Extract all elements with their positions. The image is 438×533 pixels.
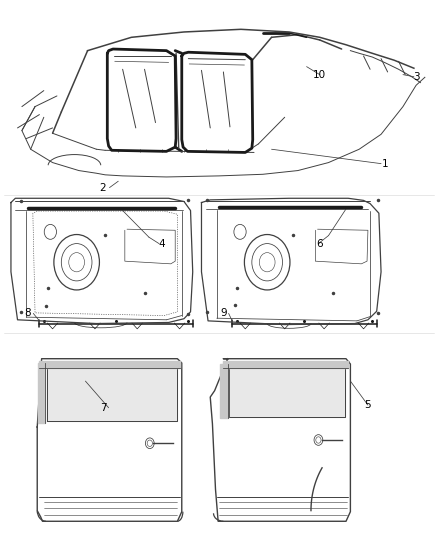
Text: 9: 9 [220,309,227,318]
Text: 5: 5 [364,400,371,410]
Text: 8: 8 [24,309,31,318]
Text: 2: 2 [99,183,106,192]
Text: 7: 7 [99,403,106,413]
Text: 1: 1 [382,159,389,168]
Text: 3: 3 [413,72,420,82]
Polygon shape [223,361,348,368]
Polygon shape [220,364,228,418]
Polygon shape [47,367,177,421]
Polygon shape [38,363,45,423]
Polygon shape [229,367,345,417]
Polygon shape [39,361,180,368]
Text: 6: 6 [316,239,323,248]
Text: 10: 10 [313,70,326,79]
Text: 4: 4 [159,239,166,248]
